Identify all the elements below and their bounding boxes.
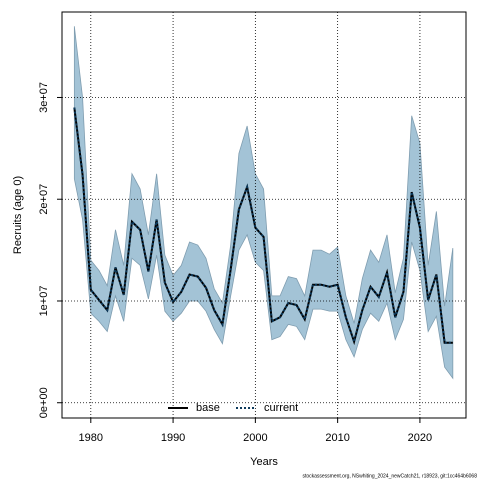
x-tick-label: 1990 (161, 432, 185, 444)
legend-label: base (196, 402, 220, 414)
footnote: stockassessment.org, NSwhiting_2024_newC… (302, 473, 477, 479)
y-tick-label: 3e+07 (38, 82, 50, 113)
x-tick-label: 2010 (325, 432, 349, 444)
y-axis-label: Recruits (age 0) (12, 176, 24, 254)
x-axis-label: Years (250, 456, 278, 468)
legend-label: current (264, 402, 298, 414)
y-tick-label: 0e+00 (38, 387, 50, 418)
x-tick-label: 1980 (79, 432, 103, 444)
y-tick-label: 1e+07 (38, 286, 50, 317)
confidence-band (73, 26, 454, 380)
x-tick-label: 2020 (408, 432, 432, 444)
series-line (73, 107, 453, 346)
y-tick-label: 2e+07 (38, 184, 50, 215)
x-tick-label: 2000 (243, 432, 267, 444)
plot-frame (61, 11, 467, 419)
